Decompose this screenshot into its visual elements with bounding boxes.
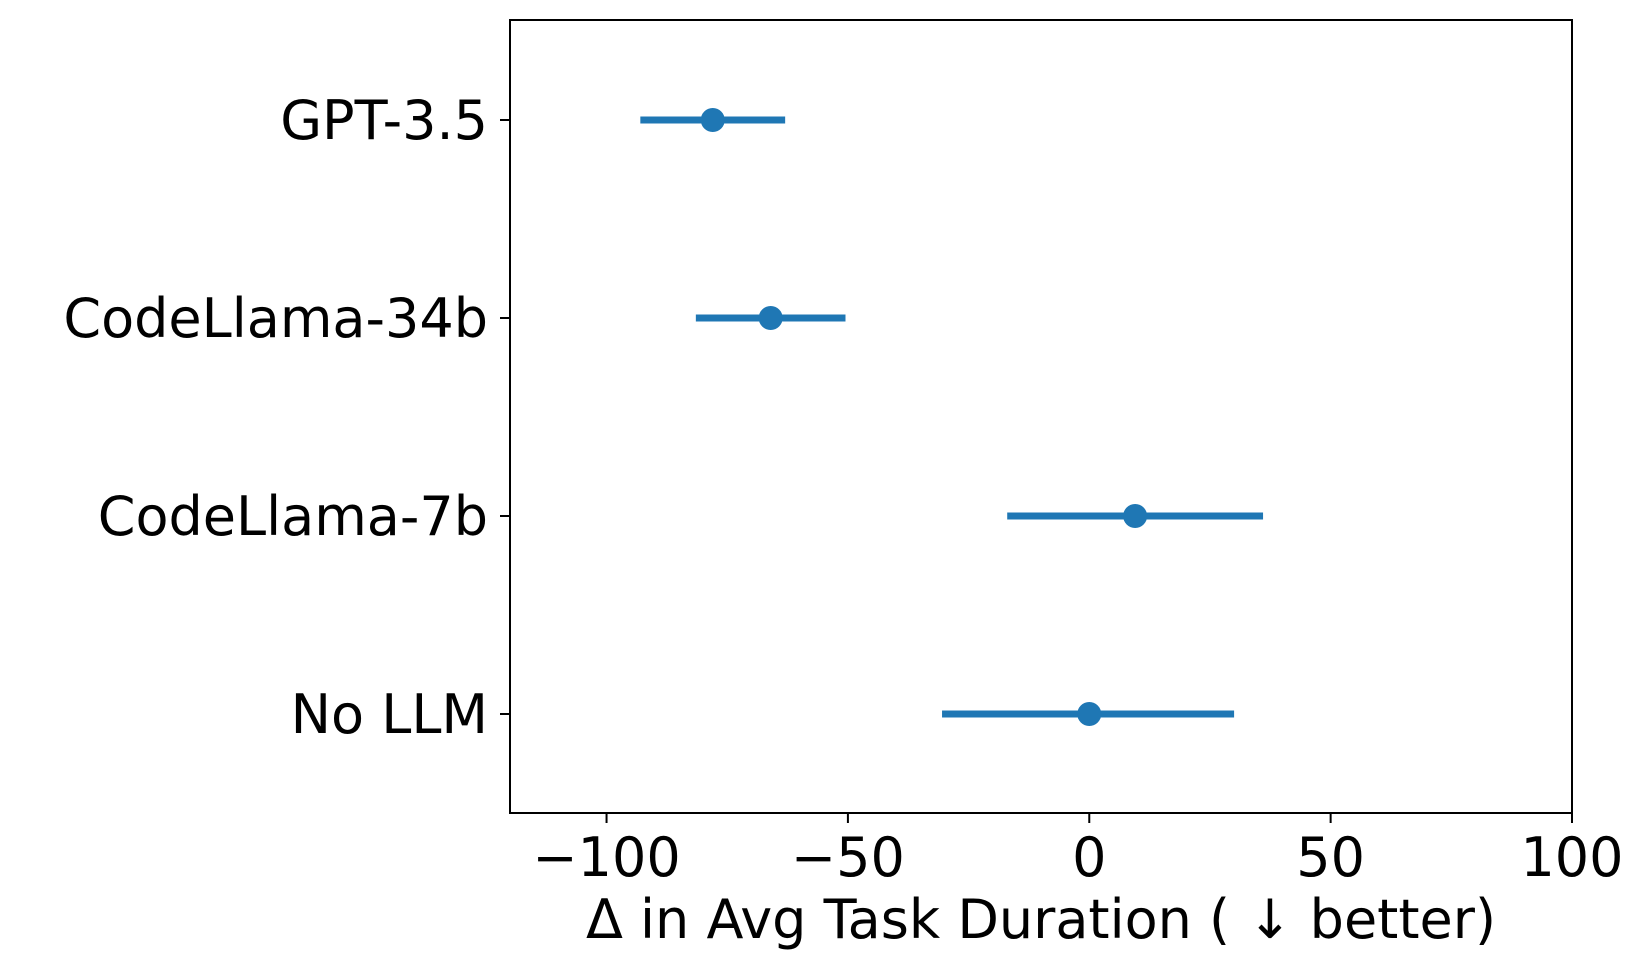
x-axis-label: Δ in Avg Task Duration ( ↓ better)	[586, 888, 1496, 951]
plot-frame	[509, 19, 1573, 814]
labels-layer: −100 −50 0 50 100 GPT-3.5 CodeLlama-34b CodeLla…	[63, 89, 1623, 951]
axes-layer	[500, 19, 1573, 823]
marks-layer	[640, 108, 1264, 726]
data-point	[1123, 504, 1148, 528]
x-tick-label: 50	[1296, 826, 1365, 889]
x-tick-label: 100	[1520, 826, 1623, 889]
data-point	[1077, 702, 1102, 726]
data-point	[700, 108, 725, 132]
data-point	[758, 306, 783, 330]
x-tick-label: −50	[791, 826, 905, 889]
y-tick-label: CodeLlama-34b	[63, 287, 488, 350]
y-tick-label: No LLM	[291, 683, 488, 746]
x-tick-label: 0	[1072, 826, 1106, 889]
y-tick-label: CodeLlama-7b	[98, 485, 488, 548]
x-tick-label: −100	[532, 826, 680, 889]
y-tick-label: GPT-3.5	[280, 89, 488, 152]
